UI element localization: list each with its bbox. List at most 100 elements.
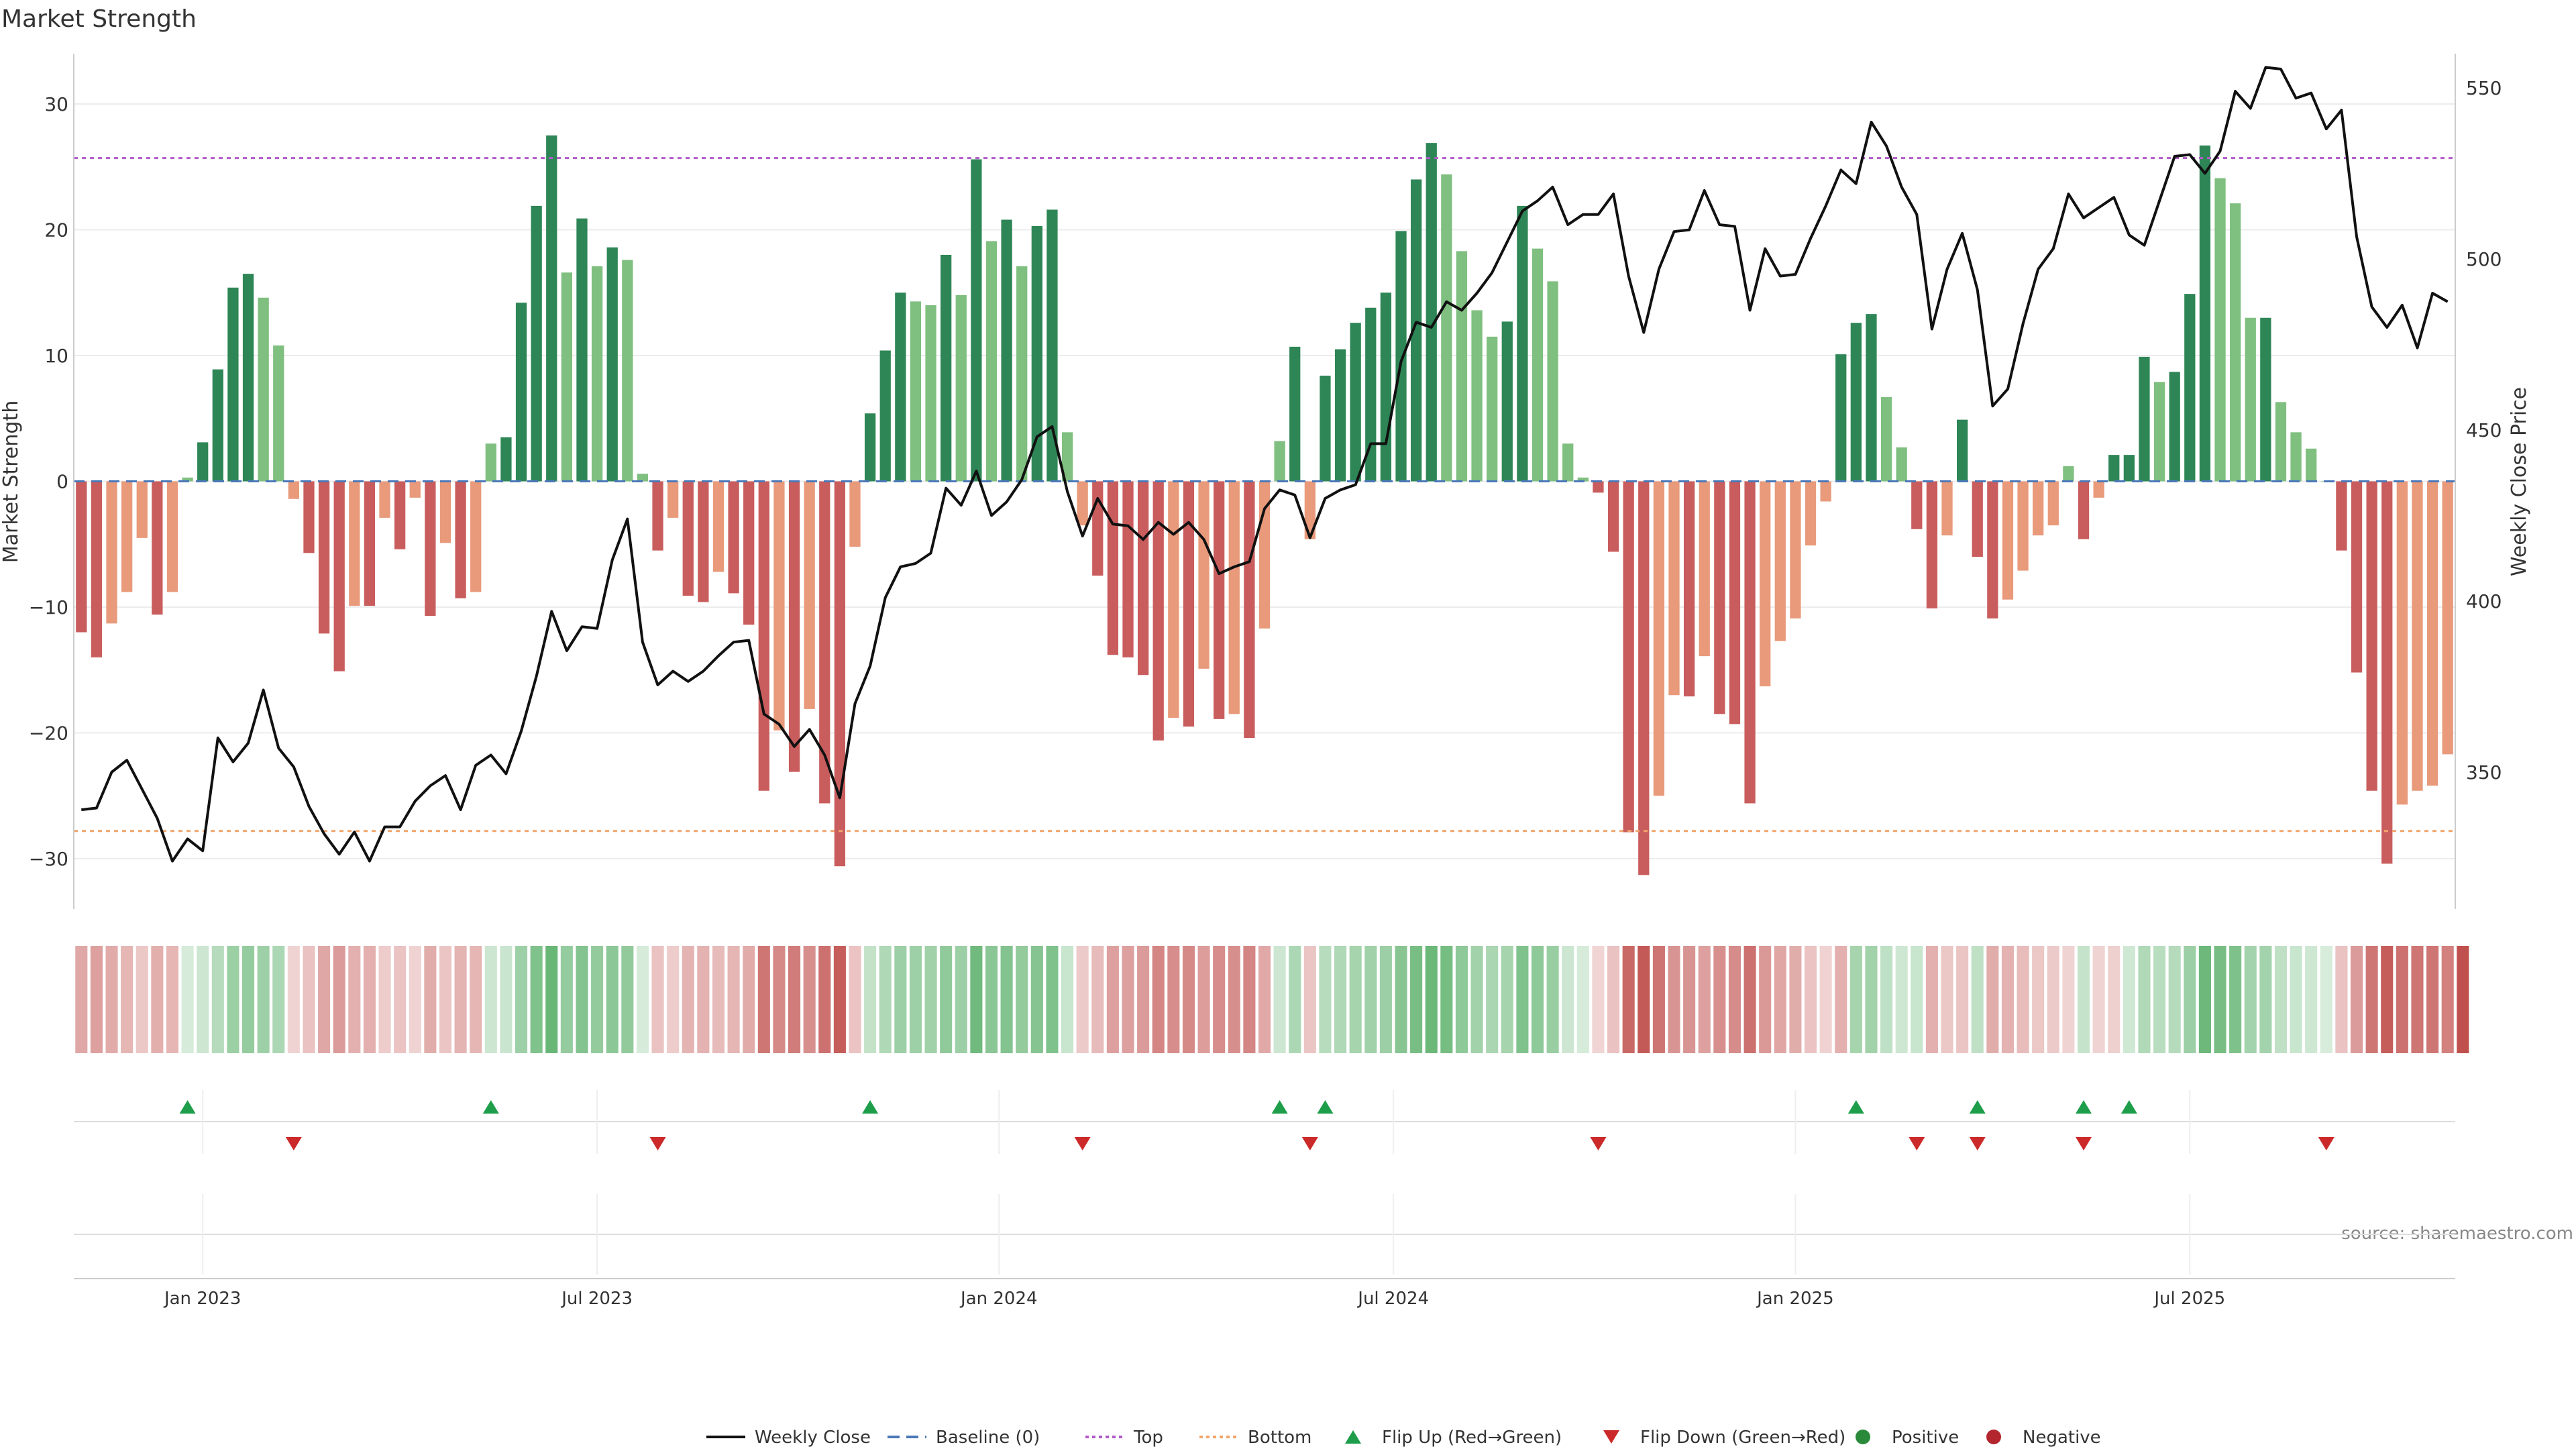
heat-cell (879, 946, 892, 1053)
strength-bar (1941, 481, 1953, 536)
heat-cell (424, 946, 437, 1053)
heat-cell (985, 946, 998, 1053)
heat-cell (2108, 946, 2121, 1053)
heat-cell (560, 946, 573, 1053)
strength-bar (1820, 481, 1831, 502)
heat-cell (1713, 946, 1726, 1053)
heat-cell (576, 946, 588, 1053)
heat-cell (924, 946, 937, 1053)
heat-cell (1652, 946, 1665, 1053)
heat-cell (1941, 946, 1953, 1053)
strength-bar (2033, 481, 2044, 536)
legend-swatch-flip-up (1345, 1430, 1361, 1444)
heat-cell (1455, 946, 1468, 1053)
heat-cell (1319, 946, 1332, 1053)
strength-bar (1896, 447, 1907, 482)
heat-cell (712, 946, 725, 1053)
strength-bar (470, 481, 482, 592)
flip-up-marker (179, 1100, 196, 1114)
legend-label: Bottom (1248, 1428, 1311, 1448)
x-tick-label: Jan 2023 (163, 1289, 241, 1309)
heat-cell (1334, 946, 1347, 1053)
strength-bar (2108, 455, 2120, 482)
strength-bar (1334, 349, 1346, 482)
strength-bar (1183, 481, 1195, 727)
heat-cell (1152, 946, 1165, 1053)
heat-cell (1213, 946, 1226, 1053)
heat-cell (409, 946, 421, 1053)
heat-cell (1137, 946, 1150, 1053)
strength-bar (106, 481, 117, 624)
left-tick-label: −20 (29, 722, 68, 745)
heat-cell (2153, 946, 2166, 1053)
strength-bar (1456, 251, 1468, 482)
heat-cell (1576, 946, 1589, 1053)
heat-cell (2017, 946, 2029, 1053)
x-tick-label: Jan 2025 (1756, 1289, 1834, 1309)
strength-bar (728, 481, 739, 594)
legend-label: Top (1133, 1428, 1163, 1448)
heat-cell (591, 946, 604, 1053)
strength-bar (1607, 481, 1619, 552)
heat-cell (682, 946, 694, 1053)
strength-bar (2093, 481, 2104, 498)
left-tick-label: −30 (29, 848, 68, 870)
strength-bar (1001, 219, 1012, 482)
heat-cell (2290, 946, 2302, 1053)
strength-bar (1880, 396, 1892, 482)
strength-bar (2063, 466, 2074, 482)
flip-down-marker (1301, 1137, 1318, 1150)
heat-cell (1273, 946, 1286, 1053)
strength-bar (1487, 336, 1498, 482)
flip-up-marker (1271, 1100, 1288, 1114)
heat-cell (667, 946, 680, 1053)
x-tick-label: Jul 2024 (1356, 1289, 1429, 1309)
strength-bar (2260, 317, 2271, 482)
heat-cell (378, 946, 391, 1053)
strength-bar (136, 481, 148, 538)
strength-bar (698, 481, 709, 602)
strength-bar (971, 159, 982, 482)
heat-cell (1592, 946, 1605, 1053)
heat-cell (2077, 946, 2090, 1053)
heat-cell (1349, 946, 1362, 1053)
strength-bar (1031, 225, 1042, 482)
strength-bar (1441, 174, 1452, 482)
strength-bar (76, 481, 87, 633)
strength-bar (318, 481, 330, 634)
strength-bar (1593, 481, 1604, 493)
strength-bar (622, 260, 633, 482)
heat-cell (1531, 946, 1544, 1053)
heat-cell (1106, 946, 1119, 1053)
heat-cell (1470, 946, 1483, 1053)
heat-cell (348, 946, 361, 1053)
strength-bar (1107, 481, 1119, 655)
heat-cell (2214, 946, 2226, 1053)
strength-bar (2306, 448, 2317, 482)
legend-item: Flip Up (Red→Green) (1345, 1428, 1562, 1448)
strength-bar (879, 350, 891, 482)
strength-bar (258, 297, 269, 482)
strength-bar (910, 301, 922, 482)
heat-cell (1000, 946, 1013, 1053)
heat-cell (1440, 946, 1453, 1053)
strength-bar (712, 481, 724, 572)
heat-cell (909, 946, 922, 1053)
heat-cell (515, 946, 528, 1053)
heat-cell (2168, 946, 2181, 1053)
strength-bar (2290, 432, 2302, 482)
strength-bar (1501, 321, 1513, 482)
strength-bar (546, 135, 557, 482)
heat-cell (2062, 946, 2075, 1053)
heat-cell (1562, 946, 1574, 1053)
heat-cell (2305, 946, 2318, 1053)
legend-label: Positive (1892, 1428, 1959, 1448)
strength-bar (1137, 481, 1149, 676)
heat-cell (894, 946, 907, 1053)
flip-down-marker (1909, 1137, 1925, 1150)
strength-bar (849, 481, 861, 547)
strength-bar (682, 481, 694, 596)
strength-bar (1244, 481, 1255, 738)
flip-down-marker (2076, 1137, 2092, 1150)
strength-bar (2153, 382, 2165, 482)
